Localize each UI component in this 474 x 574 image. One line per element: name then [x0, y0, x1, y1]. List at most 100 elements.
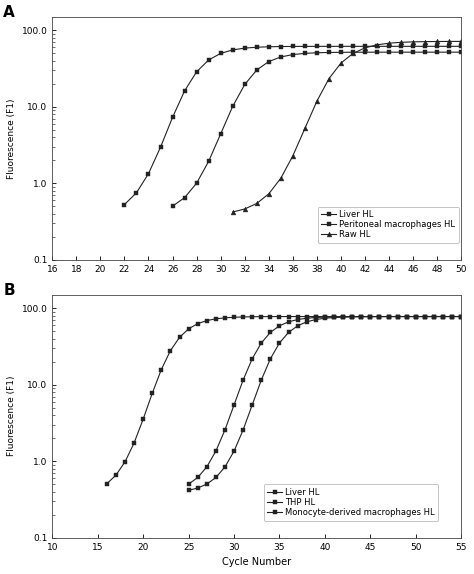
Legend: Liver HL, Peritoneal macrophages HL, Raw HL: Liver HL, Peritoneal macrophages HL, Raw… [318, 207, 459, 243]
Liver HL [304, 313, 310, 320]
THP HL [377, 313, 383, 320]
Peritoneal macrophages HL [434, 49, 440, 56]
Peritoneal macrophages HL [338, 49, 344, 56]
THP HL [267, 329, 273, 336]
Peritoneal macrophages HL [314, 49, 320, 56]
Liver HL [186, 325, 191, 332]
Monocyte-derived macrophages HL [322, 315, 328, 321]
Liver HL [177, 334, 182, 341]
Liver HL [326, 43, 332, 50]
Liver HL [395, 313, 401, 320]
Peritoneal macrophages HL [290, 51, 296, 58]
Liver HL [242, 45, 247, 52]
Liver HL [206, 56, 211, 63]
Liver HL [230, 46, 236, 53]
Raw HL [278, 174, 283, 181]
Monocyte-derived macrophages HL [295, 323, 301, 329]
Liver HL [434, 43, 440, 50]
Monocyte-derived macrophages HL [386, 313, 392, 320]
Monocyte-derived macrophages HL [395, 313, 401, 320]
Line: THP HL: THP HL [186, 314, 464, 487]
Raw HL [398, 39, 404, 46]
Line: Peritoneal macrophages HL: Peritoneal macrophages HL [170, 50, 464, 208]
Liver HL [410, 43, 416, 50]
THP HL [222, 426, 228, 433]
THP HL [195, 474, 201, 481]
Monocyte-derived macrophages HL [340, 313, 346, 320]
Text: B: B [3, 282, 15, 298]
Liver HL [377, 313, 383, 320]
Monocyte-derived macrophages HL [204, 480, 210, 487]
Liver HL [286, 313, 292, 320]
Monocyte-derived macrophages HL [458, 313, 464, 320]
Liver HL [278, 43, 283, 50]
THP HL [349, 313, 355, 320]
Line: Monocyte-derived macrophages HL: Monocyte-derived macrophages HL [186, 314, 464, 492]
Monocyte-derived macrophages HL [331, 314, 337, 321]
Liver HL [122, 459, 128, 466]
Monocyte-derived macrophages HL [231, 448, 237, 455]
Raw HL [458, 38, 464, 45]
THP HL [358, 313, 364, 320]
Liver HL [404, 313, 410, 320]
Legend: Liver HL, THP HL, Monocyte-derived macrophages HL: Liver HL, THP HL, Monocyte-derived macro… [264, 484, 438, 521]
Peritoneal macrophages HL [386, 49, 392, 56]
Peritoneal macrophages HL [230, 103, 236, 110]
Liver HL [290, 43, 296, 50]
Y-axis label: Fluorescence (F1): Fluorescence (F1) [7, 98, 16, 179]
X-axis label: Cycle Number: Cycle Number [222, 557, 292, 567]
THP HL [431, 313, 437, 320]
Raw HL [242, 205, 247, 212]
Liver HL [254, 44, 260, 51]
Liver HL [194, 68, 200, 75]
Liver HL [113, 472, 118, 479]
Peritoneal macrophages HL [447, 49, 452, 56]
THP HL [395, 313, 401, 320]
THP HL [322, 313, 328, 320]
Liver HL [195, 320, 201, 327]
Monocyte-derived macrophages HL [267, 355, 273, 362]
Monocyte-derived macrophages HL [195, 484, 201, 491]
Peritoneal macrophages HL [374, 49, 380, 56]
Liver HL [431, 313, 437, 320]
Liver HL [121, 201, 127, 208]
Liver HL [302, 43, 308, 50]
Liver HL [362, 43, 368, 50]
Peritoneal macrophages HL [302, 50, 308, 57]
THP HL [186, 480, 191, 487]
Liver HL [149, 390, 155, 397]
Monocyte-derived macrophages HL [258, 377, 264, 383]
Liver HL [413, 313, 419, 320]
Peritoneal macrophages HL [170, 203, 175, 210]
Y-axis label: Fluorescence (F1): Fluorescence (F1) [7, 376, 16, 456]
Monocyte-derived macrophages HL [404, 313, 410, 320]
Peritoneal macrophages HL [266, 58, 272, 65]
Liver HL [386, 313, 392, 320]
Liver HL [140, 416, 146, 422]
Raw HL [350, 50, 356, 57]
THP HL [231, 401, 237, 408]
Monocyte-derived macrophages HL [358, 313, 364, 320]
Monocyte-derived macrophages HL [240, 426, 246, 433]
Peritoneal macrophages HL [422, 49, 428, 56]
Liver HL [295, 313, 301, 320]
Liver HL [240, 313, 246, 320]
Raw HL [374, 41, 380, 48]
Liver HL [314, 43, 320, 50]
Monocyte-derived macrophages HL [304, 319, 310, 325]
Monocyte-derived macrophages HL [277, 339, 283, 346]
Monocyte-derived macrophages HL [313, 316, 319, 323]
Text: A: A [3, 5, 15, 20]
Liver HL [249, 313, 255, 320]
Raw HL [434, 38, 440, 45]
Raw HL [362, 44, 368, 51]
Monocyte-derived macrophages HL [431, 313, 437, 320]
THP HL [404, 313, 410, 320]
THP HL [331, 313, 337, 320]
THP HL [458, 313, 464, 320]
Peritoneal macrophages HL [254, 67, 260, 73]
Monocyte-derived macrophages HL [440, 313, 446, 320]
Liver HL [218, 50, 224, 57]
THP HL [304, 315, 310, 321]
Peritoneal macrophages HL [242, 81, 247, 88]
